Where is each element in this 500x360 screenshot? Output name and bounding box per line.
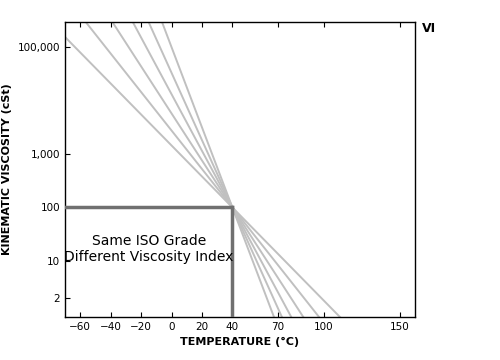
Y-axis label: KINEMATIC VISCOSITY (cSt): KINEMATIC VISCOSITY (cSt) — [2, 83, 12, 255]
X-axis label: TEMPERATURE (°C): TEMPERATURE (°C) — [180, 337, 300, 347]
Text: VI: VI — [422, 22, 436, 35]
Text: Same ISO Grade
Different Viscosity Index: Same ISO Grade Different Viscosity Index — [64, 234, 234, 264]
